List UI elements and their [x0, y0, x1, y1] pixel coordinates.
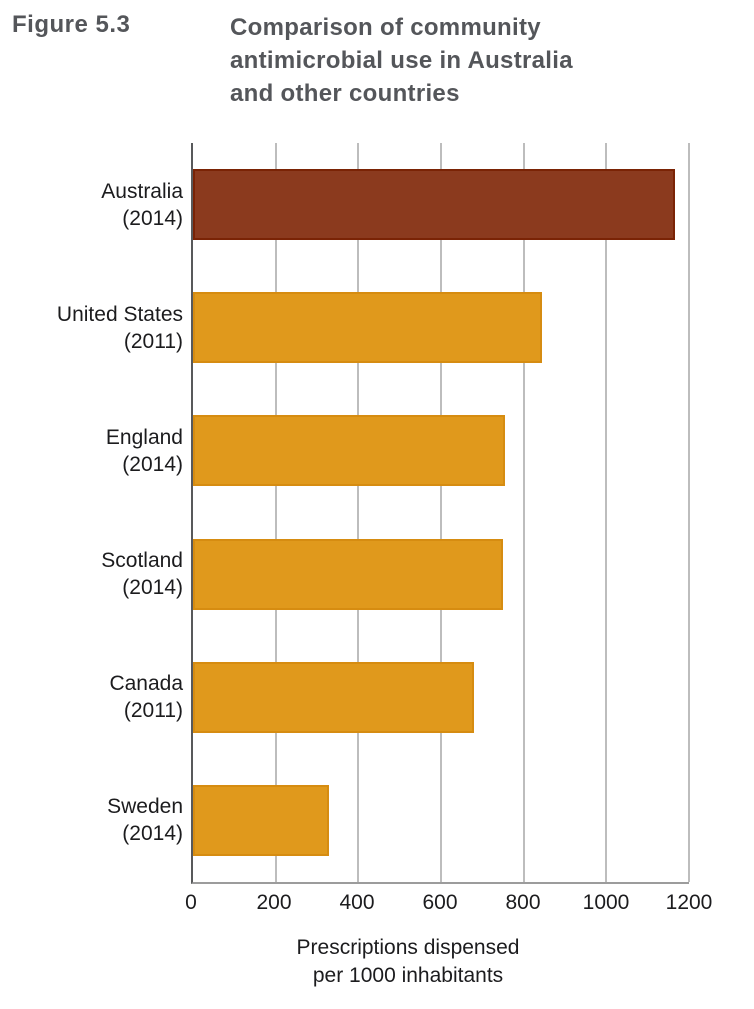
- gridline-1200: [688, 143, 690, 882]
- category-country-united-states: United States: [56, 302, 183, 326]
- figure-title-line-2: antimicrobial use in Australia: [230, 47, 573, 74]
- category-year-canada: (2011): [123, 699, 183, 723]
- category-year-sweden: (2014): [122, 822, 183, 846]
- x-axis-tick-labels: 0 200 400 600 800 1000 1200: [185, 891, 712, 917]
- category-country-england: England: [105, 425, 183, 449]
- category-year-australia: (2014): [122, 206, 183, 230]
- x-axis-title: Prescriptions dispensed per 1000 inhabit…: [158, 934, 658, 990]
- category-country-sweden: Sweden: [107, 795, 183, 819]
- category-year-england: (2014): [122, 452, 183, 476]
- x-tick-label-200: 200: [256, 891, 292, 914]
- category-year-united-states: (2011): [123, 329, 183, 353]
- bar-scotland: [193, 538, 503, 610]
- plot-area: [191, 143, 690, 884]
- gridline-800: [522, 143, 525, 882]
- bar-australia: [193, 169, 675, 241]
- category-country-scotland: Scotland: [101, 549, 183, 573]
- x-tick-label-1200: 1200: [665, 891, 713, 914]
- x-tick-label-800: 800: [505, 891, 541, 914]
- bar-england: [193, 415, 506, 487]
- bar-united-states: [193, 292, 543, 364]
- category-country-australia: Australia: [101, 179, 183, 203]
- x-tick-label-0: 0: [185, 891, 197, 914]
- x-tick-label-400: 400: [339, 891, 375, 914]
- x-axis-title-line-1: Prescriptions dispensed: [296, 936, 520, 959]
- gridline-600: [440, 143, 442, 882]
- gridline-200: [274, 143, 277, 882]
- category-year-scotland: (2014): [122, 576, 183, 600]
- x-axis-title-line-2: per 1000 inhabitants: [312, 964, 504, 987]
- bar-sweden: [193, 784, 330, 856]
- category-country-canada: Canada: [109, 672, 183, 696]
- figure-title-line-1: Comparison of community: [230, 14, 541, 41]
- x-tick-label-600: 600: [422, 891, 458, 914]
- bar-canada: [193, 661, 475, 733]
- x-tick-label-1000: 1000: [582, 891, 630, 914]
- category-label-england: England (2014): [0, 424, 183, 478]
- category-label-united-states: United States (2011): [0, 301, 183, 355]
- figure-title: Comparison of community antimicrobial us…: [230, 11, 573, 110]
- category-label-sweden: Sweden (2014): [0, 793, 183, 847]
- figure-number-label: Figure 5.3: [12, 11, 131, 38]
- category-label-australia: Australia (2014): [0, 178, 183, 232]
- figure-title-line-3: and other countries: [230, 80, 460, 107]
- gridline-1000: [605, 143, 608, 882]
- category-label-canada: Canada (2011): [0, 670, 183, 724]
- gridline-400: [357, 143, 360, 882]
- category-label-scotland: Scotland (2014): [0, 547, 183, 601]
